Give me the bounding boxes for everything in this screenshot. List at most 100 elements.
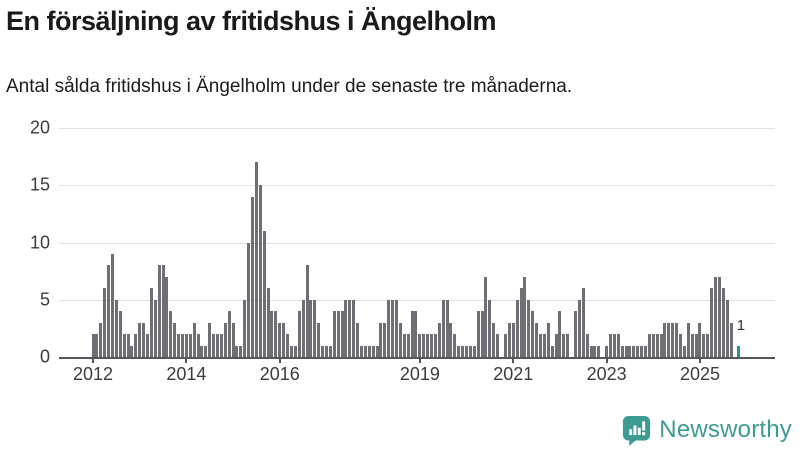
bar	[632, 345, 636, 357]
bar	[313, 299, 317, 357]
bar	[589, 345, 593, 357]
bar	[169, 311, 173, 357]
bar	[546, 322, 550, 357]
bar	[328, 345, 332, 357]
bar	[274, 311, 278, 357]
bar	[142, 322, 146, 357]
bar	[414, 311, 418, 357]
bar	[184, 334, 188, 357]
bar	[324, 345, 328, 357]
gridline-y5	[59, 299, 775, 301]
y-tick-label-10: 10	[29, 232, 50, 252]
bar	[679, 334, 683, 357]
bar	[363, 345, 367, 357]
bar	[200, 345, 204, 357]
bar	[258, 185, 262, 357]
bar	[192, 322, 196, 357]
bar	[91, 334, 95, 357]
bar	[465, 345, 469, 357]
bar	[297, 311, 301, 357]
bar	[387, 299, 391, 357]
bar	[278, 322, 282, 357]
highlighted-bar-value-label: 1	[736, 316, 746, 334]
bar	[110, 253, 114, 357]
bar	[605, 345, 609, 357]
x-axis-line	[59, 357, 775, 359]
bar	[301, 299, 305, 357]
bar	[422, 334, 426, 357]
bar	[371, 345, 375, 357]
bar	[507, 322, 511, 357]
bar	[725, 299, 729, 357]
bar	[581, 288, 585, 357]
bar	[359, 345, 363, 357]
bar	[173, 322, 177, 357]
bar	[309, 299, 313, 357]
bar	[95, 334, 99, 357]
highlighted-bar	[737, 345, 741, 357]
bar	[161, 265, 165, 357]
bar	[659, 334, 663, 357]
bar	[585, 334, 589, 357]
x-tick-2021	[512, 357, 515, 363]
bar	[196, 334, 200, 357]
bar	[721, 288, 725, 357]
bar	[282, 322, 286, 357]
bar	[535, 322, 539, 357]
bar	[406, 334, 410, 357]
bar	[270, 311, 274, 357]
bar	[437, 322, 441, 357]
bar	[433, 334, 437, 357]
bar	[251, 196, 255, 357]
bar	[503, 334, 507, 357]
x-tick-2023	[605, 357, 608, 363]
x-tick-label-2016: 2016	[259, 364, 300, 384]
bar	[138, 322, 142, 357]
bar	[149, 288, 153, 357]
x-tick-label-2021: 2021	[493, 364, 534, 384]
bar	[227, 311, 231, 357]
x-tick-label-2019: 2019	[399, 364, 440, 384]
page-title: En försäljning av fritidshus i Ängelholm	[6, 6, 497, 36]
bar	[122, 334, 126, 357]
bar	[266, 288, 270, 357]
bar	[239, 345, 243, 357]
bar	[356, 322, 360, 357]
bar	[667, 322, 671, 357]
bar	[289, 345, 293, 357]
bar	[644, 345, 648, 357]
bar	[453, 334, 457, 357]
bar	[99, 322, 103, 357]
bar	[558, 311, 562, 357]
bar	[145, 334, 149, 357]
bar	[655, 334, 659, 357]
bar	[445, 299, 449, 357]
bar	[103, 288, 107, 357]
bar	[612, 334, 616, 357]
bar	[663, 322, 667, 357]
bar	[114, 299, 118, 357]
bar	[332, 311, 336, 357]
x-tick-label-2023: 2023	[586, 364, 627, 384]
gridline-y20	[59, 128, 775, 129]
bar	[247, 242, 251, 357]
bar	[480, 311, 484, 357]
bar	[402, 334, 406, 357]
bar	[367, 345, 371, 357]
bar	[566, 334, 570, 357]
bar	[562, 334, 566, 357]
bar	[317, 322, 321, 357]
bar	[461, 345, 465, 357]
bar	[177, 334, 181, 357]
bar	[729, 322, 733, 357]
bar	[449, 322, 453, 357]
bar	[523, 276, 527, 357]
gridline-y15	[59, 185, 775, 187]
bar	[305, 265, 309, 357]
bar	[375, 345, 379, 357]
bar	[628, 345, 632, 357]
x-tick-label-2025: 2025	[679, 364, 721, 384]
x-tick-2014	[185, 357, 188, 363]
bar	[216, 334, 219, 357]
bar	[496, 334, 500, 357]
